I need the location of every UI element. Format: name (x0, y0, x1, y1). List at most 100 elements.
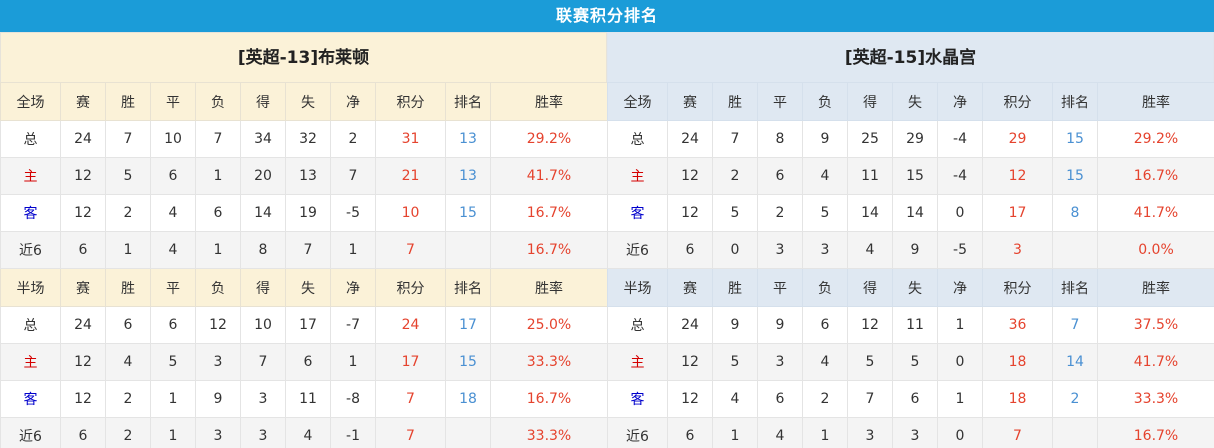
stat-cell: 12 (847, 306, 893, 344)
column-header: 负 (195, 268, 241, 307)
stat-cell: 7 (712, 120, 758, 158)
stat-cell: -7 (330, 306, 376, 344)
stat-cell: 2 (330, 120, 376, 158)
row-label: 主 (0, 157, 61, 195)
stat-cell: 1 (150, 380, 196, 418)
column-header: 排名 (445, 82, 491, 121)
stat-cell: 11 (892, 306, 938, 344)
column-header: 赛 (667, 82, 713, 121)
section-header-row: 全场赛胜平负得失净积分 排名 胜率 (0, 82, 608, 121)
stat-cell: 1 (150, 417, 196, 448)
column-header: 积分 (375, 268, 446, 307)
column-header: 净 (937, 82, 983, 121)
stat-cell: 4 (285, 417, 331, 448)
stat-cell: 5 (712, 343, 758, 381)
stat-cell: 3 (757, 343, 803, 381)
stat-cell: 25.0% (490, 306, 608, 344)
stat-cell: 5 (892, 343, 938, 381)
stat-cell: 7 (375, 231, 446, 269)
stat-cell: 2 (105, 417, 151, 448)
stat-cell: 2 (802, 380, 848, 418)
stat-cell: 13 (445, 157, 491, 195)
stat-cell: 7 (375, 417, 446, 448)
table-row: 近6 6 1 4 1 3 3 0 7 16.7% (607, 417, 1214, 448)
column-header: 积分 (982, 268, 1053, 307)
stat-cell: 11 (847, 157, 893, 195)
stat-cell: 21 (375, 157, 446, 195)
stat-cell: 10 (240, 306, 286, 344)
stat-cell: -4 (937, 120, 983, 158)
table-row: 近6 6 0 3 3 4 9 -5 3 0.0% (607, 231, 1214, 269)
stat-cell: 29 (892, 120, 938, 158)
stat-cell: 3 (757, 231, 803, 269)
stat-cell: 2 (757, 194, 803, 232)
stat-cell (1052, 231, 1098, 269)
table-row: 总 24 6 6 12 10 17 -7 24 17 25.0% (0, 306, 608, 344)
team-tables: [英超-13]布莱顿 全场赛胜平负得失净积分 排名 胜率总 24 7 10 7 34 32 2 31 1… (0, 32, 1214, 448)
column-header: 负 (802, 268, 848, 307)
stat-cell: 7 (195, 120, 241, 158)
stat-cell: 18 (445, 380, 491, 418)
stat-cell: 6 (150, 306, 196, 344)
column-header: 胜率 (490, 268, 608, 307)
stat-cell: 41.7% (1097, 343, 1214, 381)
stat-cell: 6 (150, 157, 196, 195)
stat-cell: 5 (150, 343, 196, 381)
table-row: 主 12 2 6 4 11 15 -4 12 15 16.7% (607, 157, 1214, 195)
column-header: 平 (150, 82, 196, 121)
stat-cell: 5 (802, 194, 848, 232)
column-header: 赛 (667, 268, 713, 307)
team-table: [英超-13]布莱顿 全场赛胜平负得失净积分 排名 胜率总 24 7 10 7 34 32 2 31 1… (0, 32, 608, 448)
row-label: 近6 (607, 231, 668, 269)
column-header: 得 (847, 268, 893, 307)
stat-cell: 5 (847, 343, 893, 381)
row-label: 客 (0, 194, 61, 232)
stat-cell: 7 (1052, 306, 1098, 344)
section-header-row: 全场赛胜平负得失净积分 排名 胜率 (607, 82, 1214, 121)
stat-cell: 4 (105, 343, 151, 381)
column-header: 胜率 (1097, 82, 1214, 121)
stat-cell: 14 (892, 194, 938, 232)
stat-cell: 5 (712, 194, 758, 232)
stat-cell: 11 (285, 380, 331, 418)
stat-cell (445, 417, 491, 448)
row-label: 客 (607, 194, 668, 232)
row-label: 客 (0, 380, 61, 418)
stat-cell: 0 (937, 194, 983, 232)
column-header: 排名 (445, 268, 491, 307)
stat-cell: 2 (105, 380, 151, 418)
stat-cell: 18 (982, 380, 1053, 418)
stat-cell: 14 (1052, 343, 1098, 381)
stats-table: 全场赛胜平负得失净积分 排名 胜率总 24 7 10 7 34 32 2 31 13 29.2% 主 12 5… (0, 82, 608, 448)
stat-cell: 2 (1052, 380, 1098, 418)
stat-cell: 16.7% (490, 231, 608, 269)
stat-cell: -5 (330, 194, 376, 232)
stat-cell: 9 (892, 231, 938, 269)
stat-cell: 9 (195, 380, 241, 418)
stat-cell: 12 (195, 306, 241, 344)
stat-cell: 1 (105, 231, 151, 269)
stat-cell: 10 (150, 120, 196, 158)
section-label: 半场 (607, 268, 668, 307)
stat-cell: 9 (802, 120, 848, 158)
stat-cell: 2 (712, 157, 758, 195)
row-label: 总 (607, 120, 668, 158)
stat-cell: 12 (60, 157, 106, 195)
column-header: 胜率 (1097, 268, 1214, 307)
column-header: 平 (757, 82, 803, 121)
column-header: 胜率 (490, 82, 608, 121)
stat-cell: 15 (892, 157, 938, 195)
stat-cell: 12 (60, 194, 106, 232)
stat-cell: 7 (105, 120, 151, 158)
section-label: 全场 (0, 82, 61, 121)
stat-cell: 12 (667, 194, 713, 232)
section-label: 半场 (0, 268, 61, 307)
stat-cell: 6 (802, 306, 848, 344)
column-header: 失 (285, 82, 331, 121)
stat-cell: 19 (285, 194, 331, 232)
stat-cell: 4 (847, 231, 893, 269)
stat-cell: 6 (757, 157, 803, 195)
column-header: 积分 (375, 82, 446, 121)
stat-cell: -8 (330, 380, 376, 418)
